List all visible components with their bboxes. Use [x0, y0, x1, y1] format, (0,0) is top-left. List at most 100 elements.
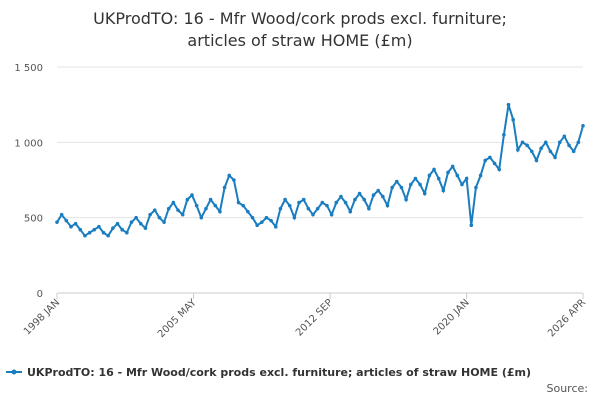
point	[525, 143, 529, 148]
point	[87, 230, 92, 235]
point	[64, 218, 69, 223]
point	[376, 188, 380, 193]
point	[483, 158, 488, 163]
x-tick-label: 2005 MAY	[156, 297, 199, 340]
point	[576, 140, 581, 145]
point	[343, 200, 348, 205]
point	[246, 209, 250, 214]
point	[269, 218, 273, 223]
point	[180, 212, 185, 217]
point	[571, 149, 576, 154]
y-tick-label: 0	[37, 289, 43, 300]
point	[557, 140, 562, 145]
point	[455, 173, 460, 178]
point	[227, 173, 232, 178]
point	[287, 203, 292, 208]
point	[460, 182, 464, 187]
point	[83, 233, 87, 238]
point	[432, 167, 436, 172]
point	[362, 197, 367, 202]
point	[264, 215, 269, 220]
point	[534, 158, 539, 163]
point	[446, 170, 450, 175]
point	[129, 220, 134, 224]
y-tick-label: 1 500	[14, 63, 43, 74]
point	[399, 185, 404, 190]
point	[502, 133, 506, 137]
point	[329, 212, 334, 217]
point	[301, 197, 306, 202]
point	[464, 176, 469, 181]
point	[92, 227, 97, 232]
point	[120, 227, 124, 232]
point	[134, 215, 138, 220]
point	[553, 155, 557, 160]
point	[101, 230, 106, 235]
point	[543, 140, 548, 145]
point	[171, 200, 176, 205]
point	[97, 224, 101, 229]
point	[427, 173, 432, 178]
point	[381, 194, 385, 199]
point	[413, 176, 418, 181]
point	[273, 224, 278, 229]
y-tick-label: 1 000	[14, 138, 43, 149]
point	[478, 173, 483, 178]
point	[385, 203, 390, 208]
point	[418, 182, 422, 187]
point	[236, 200, 241, 205]
point	[250, 215, 255, 220]
point	[506, 102, 511, 107]
point	[232, 178, 236, 182]
point	[292, 215, 297, 220]
x-tick-label: 2012 SEP	[294, 297, 335, 338]
source: Source:	[547, 382, 589, 395]
point	[208, 197, 213, 202]
point	[334, 200, 339, 205]
point	[218, 209, 222, 214]
point	[283, 197, 287, 202]
point	[408, 182, 413, 187]
point	[213, 203, 218, 208]
point	[348, 209, 353, 214]
point	[339, 194, 343, 199]
point	[441, 188, 446, 193]
point	[143, 226, 148, 231]
point	[69, 224, 73, 229]
y-tick-label: 500	[24, 214, 43, 225]
point	[176, 208, 180, 212]
point	[241, 203, 245, 208]
x-tick-label: 2026 APR	[546, 297, 588, 339]
chart-title: UKProdTO: 16 - Mfr Wood/cork prods excl.…	[93, 9, 507, 28]
point	[125, 230, 129, 235]
point	[255, 223, 259, 227]
point	[199, 215, 204, 220]
point	[539, 146, 543, 151]
point	[497, 167, 502, 172]
point	[138, 221, 143, 226]
point	[148, 212, 152, 217]
point	[395, 179, 399, 184]
point	[315, 206, 320, 211]
point	[73, 221, 78, 226]
point	[157, 215, 162, 220]
x-tick-label: 1998 JAN	[22, 297, 62, 337]
point	[422, 191, 427, 196]
point	[450, 164, 455, 169]
point	[567, 143, 571, 148]
point	[529, 149, 534, 154]
point	[278, 206, 283, 211]
point	[194, 203, 199, 208]
point	[469, 223, 474, 227]
point	[353, 197, 357, 202]
point	[152, 208, 157, 212]
point	[367, 206, 371, 211]
point	[306, 206, 311, 211]
point	[111, 226, 115, 231]
point	[55, 220, 59, 224]
point	[404, 197, 408, 202]
legend-marker	[11, 369, 17, 375]
point	[488, 155, 492, 160]
point	[325, 203, 329, 208]
